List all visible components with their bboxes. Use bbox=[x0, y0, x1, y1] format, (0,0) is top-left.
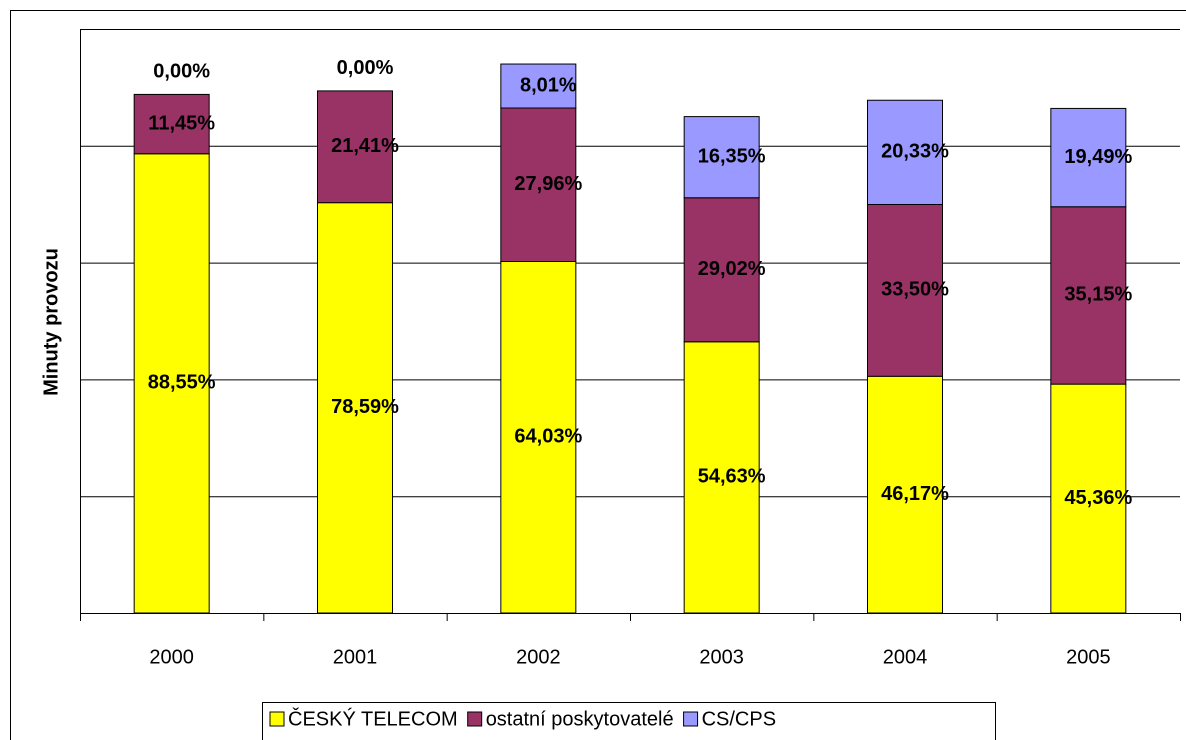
bar-segment bbox=[1050, 383, 1127, 614]
value-label: 88,55% bbox=[148, 372, 216, 394]
value-label: 45,36% bbox=[1064, 487, 1132, 509]
value-label: 35,15% bbox=[1064, 284, 1132, 306]
bar-segment bbox=[133, 153, 210, 614]
legend-label: ostatní poskytovatelé bbox=[486, 708, 674, 730]
bar-segment bbox=[683, 197, 760, 343]
legend-swatch bbox=[467, 711, 483, 727]
bar-segment bbox=[500, 107, 577, 263]
x-tick-label: 2004 bbox=[883, 646, 928, 668]
x-tick-label: 2005 bbox=[1066, 646, 1111, 668]
value-label: 46,17% bbox=[881, 483, 949, 505]
legend-swatch bbox=[683, 711, 699, 727]
value-label: 29,02% bbox=[698, 258, 766, 280]
value-label: 0,00% bbox=[153, 61, 210, 83]
bar-segment bbox=[317, 90, 393, 204]
legend-box bbox=[262, 702, 996, 740]
chart-frame bbox=[10, 10, 1186, 740]
value-label: 78,59% bbox=[331, 396, 399, 418]
value-label: 16,35% bbox=[698, 145, 766, 167]
x-tick-label: 2000 bbox=[149, 646, 194, 668]
value-label: 64,03% bbox=[514, 426, 582, 448]
bar-segment bbox=[133, 93, 210, 155]
value-label: 27,96% bbox=[514, 173, 582, 195]
bar-segment bbox=[317, 202, 393, 614]
bar-segment bbox=[683, 116, 760, 199]
x-tick-label: 2003 bbox=[699, 646, 744, 668]
value-label: 19,49% bbox=[1064, 146, 1132, 168]
bar-segment bbox=[867, 99, 943, 205]
x-tick-label: 2002 bbox=[516, 646, 561, 668]
value-label: 21,41% bbox=[331, 135, 399, 157]
bar-segment bbox=[683, 341, 760, 614]
legend-label: CS/CPS bbox=[702, 708, 776, 730]
value-label: 54,63% bbox=[698, 466, 766, 488]
value-label: 11,45% bbox=[148, 112, 215, 134]
x-tick-label: 2001 bbox=[333, 646, 378, 668]
legend-label: ČESKÝ TELECOM bbox=[288, 707, 458, 730]
bar-segment bbox=[1050, 107, 1127, 208]
value-label: 33,50% bbox=[881, 279, 949, 301]
bar-segment bbox=[500, 261, 577, 614]
value-label: 8,01% bbox=[520, 74, 577, 96]
bar-segment bbox=[500, 63, 577, 109]
legend-swatch bbox=[269, 711, 285, 727]
bar-segment bbox=[867, 375, 943, 614]
bar-segment bbox=[1050, 206, 1127, 385]
y-axis-title: Minuty provozu bbox=[40, 248, 62, 396]
bar-segment bbox=[867, 203, 943, 377]
value-label: 0,00% bbox=[337, 57, 394, 79]
value-label: 20,33% bbox=[881, 141, 949, 163]
